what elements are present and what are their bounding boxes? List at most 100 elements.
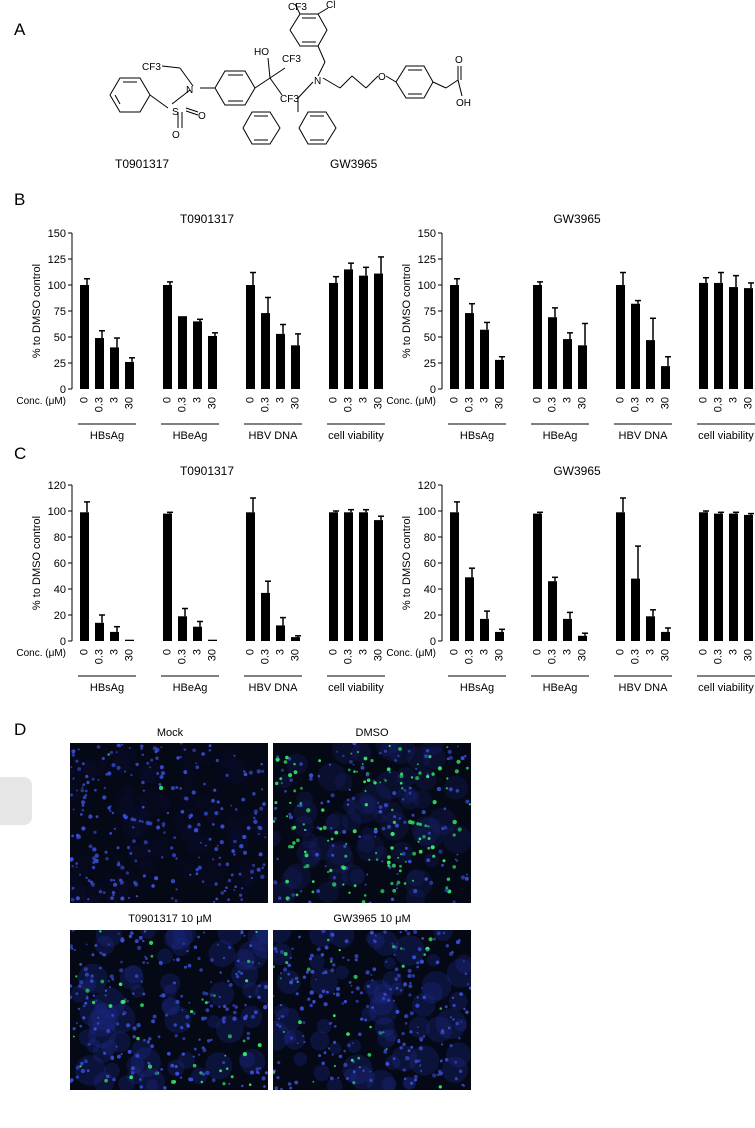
nucleus-dot [81,803,85,807]
hbv-positive-cell [424,824,427,827]
haze-blob [229,758,258,788]
nucleus-dot [321,930,326,934]
hbv-positive-cell [286,815,289,818]
nucleus-dot [369,930,374,935]
haze-blob [424,852,440,868]
nucleus-dot [244,1003,248,1007]
nucleus-dot [413,1074,418,1079]
haze-blob [230,859,257,886]
nucleus-dot [180,994,184,998]
micrograph-background [70,930,268,1090]
nucleus-dot [377,1031,382,1035]
nucleus-dot [383,992,387,996]
hbv-positive-cell [387,855,391,860]
micrograph-gw3965 [273,930,471,1090]
nucleus-dot [262,802,266,806]
nucleus-dot [142,961,146,964]
nucleus-dot [383,803,388,808]
nucleus-dot [96,1022,100,1025]
nucleus-dot [141,820,144,823]
nucleus-dot [462,960,465,963]
nucleus-dot [320,801,324,805]
nucleus-dot [403,982,408,987]
haze-blob [361,826,375,840]
side-scroll-tab[interactable] [0,777,32,825]
haze-blob [426,1016,453,1043]
nucleus-dot [112,894,115,897]
haze-blob [448,991,468,1011]
y-tick-label: 60 [424,558,436,570]
haze-blob [441,1056,468,1083]
haze-blob [411,993,436,1017]
nucleus-dot [148,849,151,853]
group-label: cell viability [698,430,754,442]
nucleus-dot [373,829,378,834]
t-group-cf3b: CF3 [282,54,301,65]
haze-blob [247,930,268,952]
conc-tick-label: 0 [79,649,91,655]
nucleus-dot [399,1046,403,1050]
nucleus-dot [233,839,237,844]
nucleus-dot [135,1053,140,1058]
nucleus-dot [103,953,107,957]
bar [193,626,202,641]
nucleus-dot [260,763,263,766]
nucleus-dot [185,796,189,801]
nucleus-dot [176,756,180,760]
nucleus-dot [332,875,337,880]
nucleus-dot [142,939,145,943]
nucleus-dot [174,899,178,903]
nucleus-dot [195,868,199,872]
nucleus-dot [408,859,412,864]
nucleus-dot [419,959,424,964]
nucleus-dot [170,786,175,791]
hbv-positive-cell [312,880,315,883]
nucleus-dot [129,852,133,855]
nucleus-dot [381,860,384,863]
nucleus-dot [187,824,192,829]
haze-blob [233,949,255,971]
nucleus-dot [186,1024,190,1028]
haze-blob [95,930,123,948]
nucleus-dot [273,995,275,997]
hbv-positive-cell [104,1078,108,1083]
hbv-positive-cell [288,844,292,849]
nucleus-dot [198,856,200,859]
conc-tick-label: 30 [373,649,385,661]
conc-tick-label: 30 [743,649,755,661]
nucleus-dot [318,1054,322,1058]
nucleus-dot [132,826,135,829]
group-label: HBV DNA [249,682,299,694]
haze-blob [326,1078,343,1090]
nucleus-dot [455,789,460,793]
nucleus-dot [203,782,206,786]
nucleus-dot [393,999,395,1002]
nucleus-dot [182,942,185,945]
haze-blob [158,795,172,810]
hbv-positive-cell [332,1014,336,1018]
nucleus-dot [393,953,396,956]
haze-blob [375,770,405,800]
haze-blob [145,834,172,861]
haze-blob [241,867,262,887]
nucleus-dot [160,1067,164,1071]
haze-blob [332,743,361,764]
nucleus-dot [70,766,73,769]
hbv-positive-cell [445,787,448,790]
conc-tick-label: 0.3 [547,649,559,664]
nucleus-dot [258,984,261,988]
bar [329,512,338,641]
haze-blob [402,1076,416,1090]
nucleus-dot [441,827,444,830]
hbv-positive-cell [108,1004,113,1008]
nucleus-dot [297,804,299,807]
haze-blob [390,841,413,864]
nucleus-dot [440,1030,445,1035]
chart-c-3: GW3965 0 20 40 60 80 100 120 % to DMSO control Co… [386,464,755,694]
nucleus-dot [468,986,471,990]
hbv-positive-cell [399,774,404,778]
haze-blob [380,811,409,841]
bar [729,513,738,641]
nucleus-dot [464,876,469,881]
conc-tick-label: 30 [577,397,589,409]
